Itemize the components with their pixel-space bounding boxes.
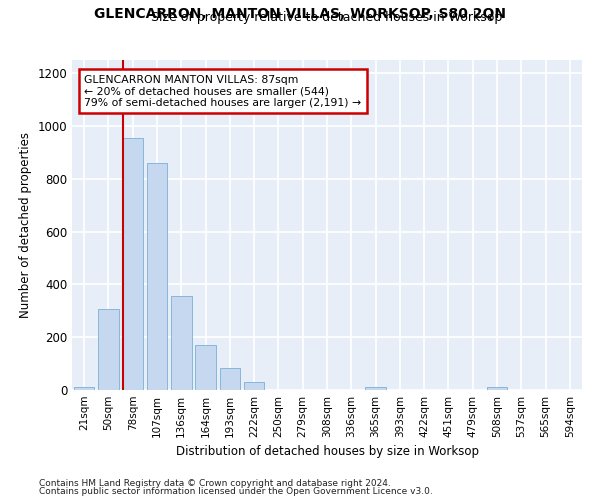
- Bar: [195, 345, 216, 390]
- Text: GLENCARRON, MANTON VILLAS, WORKSOP, S80 2QN: GLENCARRON, MANTON VILLAS, WORKSOP, S80 …: [94, 8, 506, 22]
- X-axis label: Distribution of detached houses by size in Worksop: Distribution of detached houses by size …: [176, 446, 479, 458]
- Title: Size of property relative to detached houses in Worksop: Size of property relative to detached ho…: [151, 11, 503, 24]
- Bar: [146, 163, 167, 390]
- Bar: [122, 138, 143, 390]
- Text: GLENCARRON MANTON VILLAS: 87sqm
← 20% of detached houses are smaller (544)
79% o: GLENCARRON MANTON VILLAS: 87sqm ← 20% of…: [85, 74, 362, 108]
- Bar: [98, 310, 119, 390]
- Text: Contains HM Land Registry data © Crown copyright and database right 2024.: Contains HM Land Registry data © Crown c…: [39, 478, 391, 488]
- Bar: [171, 296, 191, 390]
- Bar: [220, 368, 240, 390]
- Y-axis label: Number of detached properties: Number of detached properties: [19, 132, 32, 318]
- Bar: [487, 386, 508, 390]
- Text: Contains public sector information licensed under the Open Government Licence v3: Contains public sector information licen…: [39, 487, 433, 496]
- Bar: [365, 386, 386, 390]
- Bar: [74, 386, 94, 390]
- Bar: [244, 382, 265, 390]
